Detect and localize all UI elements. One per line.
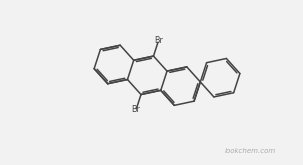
Text: Br: Br [154, 36, 163, 45]
Text: Br: Br [132, 105, 140, 115]
Text: lookchem.com: lookchem.com [225, 148, 276, 154]
